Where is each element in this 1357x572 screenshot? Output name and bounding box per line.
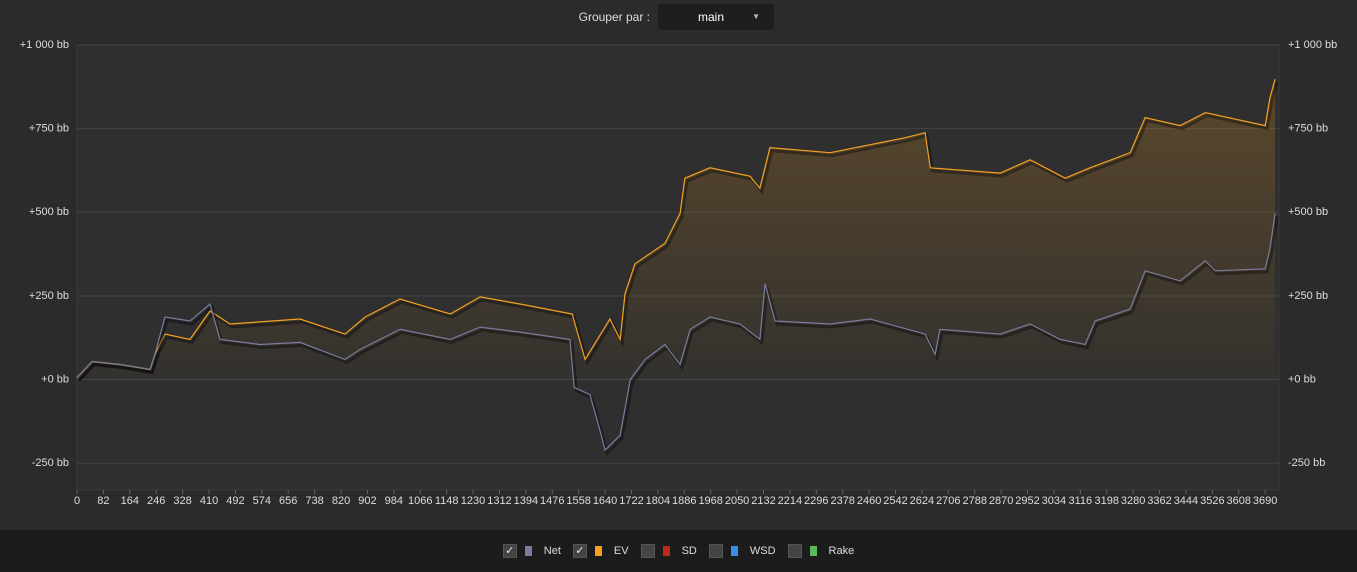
y-tick-label: +0 bb — [41, 373, 69, 385]
legend-swatch — [524, 546, 532, 556]
x-tick-label: 0 — [74, 495, 80, 507]
line-shadow — [77, 81, 1279, 382]
y-tick-label: +750 bb — [29, 123, 69, 135]
area — [77, 79, 1276, 380]
legend-swatch — [730, 546, 738, 556]
x-tick-label: 3280 — [1121, 495, 1145, 507]
y2-tick-label: +0 bb — [1288, 373, 1316, 385]
y-tick-label: +250 bb — [29, 290, 69, 302]
x-tick-label: 1968 — [698, 495, 722, 507]
x-tick-label: 2460 — [857, 495, 881, 507]
series-line — [76, 78, 1276, 379]
x-tick-label: 3198 — [1094, 495, 1118, 507]
legend-item: ✓ EV — [572, 544, 629, 558]
x-tick-label: 2952 — [1015, 495, 1039, 507]
y2-tick-label: -250 bb — [1288, 457, 1325, 469]
x-tick-label: 1722 — [619, 495, 643, 507]
chart: -250 bb -250 bb +0 bb +0 bb +250 bb +250 bb +5… — [20, 39, 1338, 507]
checkbox[interactable] — [708, 544, 723, 558]
x-tick-label: 1804 — [646, 495, 670, 507]
legend-swatch — [594, 546, 602, 556]
x-tick-label: 3362 — [1147, 495, 1171, 507]
x-tick-label: 1558 — [566, 495, 590, 507]
x-tick-label: 3690 — [1253, 495, 1277, 507]
x-tick-label: 1886 — [672, 495, 696, 507]
x-tick-label: 3608 — [1227, 495, 1251, 507]
x-tick-label: 738 — [305, 495, 323, 507]
x-tick-label: 3526 — [1200, 495, 1224, 507]
legend-swatch — [662, 546, 670, 556]
x-tick-label: 2050 — [725, 495, 749, 507]
x-tick-label: 2706 — [936, 495, 960, 507]
legend-item: SD — [640, 544, 697, 558]
x-tick-label: 902 — [358, 495, 376, 507]
toolbar: Grouper par : main ▼ — [0, 0, 1357, 36]
x-tick-label: 1230 — [461, 495, 485, 507]
y-tick-label: -250 bb — [32, 457, 69, 469]
legend-swatch — [809, 546, 817, 556]
checkbox[interactable] — [787, 544, 802, 558]
x-tick-label: 1640 — [593, 495, 617, 507]
legend-label: EV — [613, 545, 629, 557]
x-tick-label: 3116 — [1069, 495, 1093, 507]
x-tick-label: 2870 — [989, 495, 1013, 507]
y2-tick-label: +1 000 bb — [1288, 39, 1337, 51]
x-tick-label: 1394 — [514, 495, 538, 507]
x-tick-label: 2132 — [751, 495, 775, 507]
legend-label: Rake — [828, 545, 855, 557]
x-tick-label: 164 — [121, 495, 139, 507]
x-tick-label: 2378 — [830, 495, 854, 507]
y2-tick-label: +250 bb — [1288, 290, 1328, 302]
x-tick-label: 574 — [253, 495, 271, 507]
x-tick-label: 1148 — [435, 495, 459, 507]
x-tick-label: 82 — [97, 495, 109, 507]
legend-label: SD — [681, 545, 697, 557]
checkbox[interactable]: ✓ — [572, 544, 587, 558]
y2-tick-label: +500 bb — [1288, 206, 1328, 218]
checkbox[interactable]: ✓ — [502, 544, 517, 558]
x-tick-label: 492 — [226, 495, 244, 507]
x-tick-label: 2542 — [883, 495, 907, 507]
group-select[interactable]: main ▼ — [658, 4, 774, 30]
x-tick-label: 2788 — [962, 495, 986, 507]
legend-label: Net — [543, 545, 561, 557]
legend-label: WSD — [749, 545, 776, 557]
y-tick-label: +500 bb — [29, 206, 69, 218]
x-tick-label: 246 — [147, 495, 165, 507]
checkbox[interactable] — [640, 544, 655, 558]
x-tick-label: 2214 — [778, 495, 802, 507]
y2-tick-label: +750 bb — [1288, 123, 1328, 135]
x-tick-label: 2624 — [910, 495, 934, 507]
legend-item: Rake — [787, 544, 855, 558]
y-tick-label: +1 000 bb — [20, 39, 69, 51]
x-tick-label: 410 — [200, 495, 218, 507]
legend-item: ✓ Net — [502, 544, 561, 558]
x-tick-label: 2296 — [804, 495, 828, 507]
x-tick-label: 656 — [279, 495, 297, 507]
group-value: main — [698, 10, 725, 24]
x-tick-label: 984 — [385, 495, 403, 507]
x-tick-label: 1066 — [408, 495, 432, 507]
x-tick-label: 3444 — [1174, 495, 1198, 507]
legend-item: WSD — [708, 544, 776, 558]
x-tick-label: 328 — [173, 495, 191, 507]
dropdown-arrow: ▼ — [752, 12, 760, 21]
x-tick-label: 1476 — [540, 495, 564, 507]
x-tick-label: 1312 — [487, 495, 511, 507]
series-line — [76, 213, 1276, 452]
group-label: Grouper par : — [578, 10, 650, 24]
x-tick-label: 3034 — [1042, 495, 1066, 507]
legend: ✓ Net ✓ EV SD WSD Rake — [0, 530, 1357, 572]
x-tick-label: 820 — [332, 495, 350, 507]
